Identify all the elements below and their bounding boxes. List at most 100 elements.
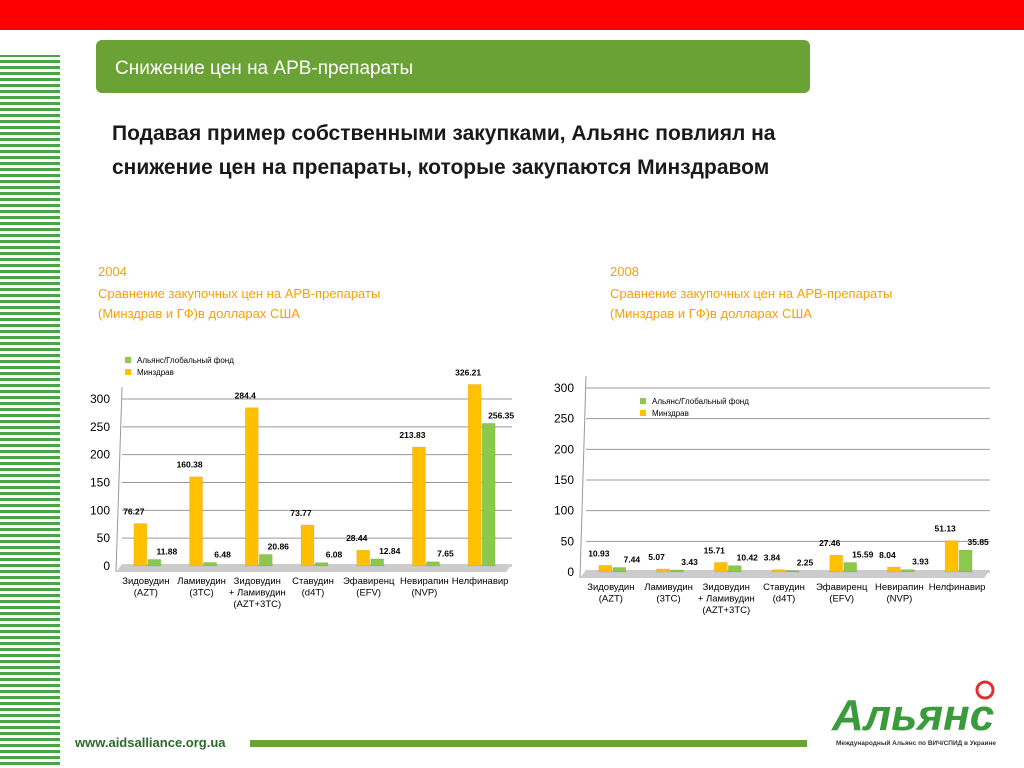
value-label: 73.77 xyxy=(290,508,312,518)
bar xyxy=(713,561,728,573)
y-tick-label: 300 xyxy=(554,381,574,395)
value-label: 213.83 xyxy=(399,430,425,440)
value-label: 10.93 xyxy=(588,548,610,558)
legend-swatch xyxy=(125,357,131,363)
bar xyxy=(771,569,786,573)
x-tick-label: Ставудин (d4T) xyxy=(763,582,805,604)
bar xyxy=(481,422,496,567)
bar xyxy=(598,564,613,573)
bar xyxy=(314,562,329,567)
legend-label: Минздрав xyxy=(652,409,689,418)
x-tick-label: Ламивудин (3TC) xyxy=(177,576,226,598)
logo-mark xyxy=(975,680,995,700)
legend-swatch xyxy=(640,410,646,416)
x-tick-label: Зидовудин (AZT) xyxy=(122,576,169,598)
bar xyxy=(411,446,426,567)
value-label: 3.93 xyxy=(912,557,929,567)
bar xyxy=(944,540,959,573)
x-tick-label: Зидовудин + Ламивудин (AZT+3TC) xyxy=(698,582,755,616)
value-label: 27.46 xyxy=(819,538,841,548)
value-label: 3.84 xyxy=(764,553,781,563)
y-tick-label: 100 xyxy=(554,504,574,518)
bar xyxy=(300,524,315,567)
value-label: 6.48 xyxy=(214,549,231,559)
value-label: 2.25 xyxy=(797,558,814,568)
legend-label: Альянс/Глобальный фонд xyxy=(137,356,234,365)
bar xyxy=(670,569,685,573)
bar xyxy=(147,558,162,567)
bar xyxy=(900,569,915,573)
footer-line xyxy=(250,740,807,747)
chart-year: 2008 xyxy=(610,264,639,279)
y-tick-label: 0 xyxy=(103,559,110,573)
value-label: 51.13 xyxy=(935,524,957,534)
bar xyxy=(467,383,482,567)
value-label: 12.84 xyxy=(379,546,401,556)
value-label: 326.21 xyxy=(455,367,481,377)
legend-swatch xyxy=(640,398,646,404)
x-tick-label: Невирапин (NVP) xyxy=(875,582,924,604)
value-label: 284.4 xyxy=(235,391,257,401)
headline: снижение цен на препараты, которые закуп… xyxy=(112,156,769,179)
y-tick-label: 300 xyxy=(90,392,110,406)
chart-title: (Минздрав и ГФ)в долларах США xyxy=(98,306,300,321)
bar xyxy=(356,549,371,567)
value-label: 10.42 xyxy=(737,553,759,563)
x-tick-label: Ламивудин (3TC) xyxy=(644,582,693,604)
value-label: 5.07 xyxy=(648,552,665,562)
value-label: 7.44 xyxy=(624,554,641,564)
value-label: 3.43 xyxy=(681,557,698,567)
x-tick-label: Эфавиренц (EFV) xyxy=(343,576,395,598)
y-tick-label: 200 xyxy=(554,442,574,456)
x-tick-label: Нелфинавир xyxy=(452,576,509,587)
y-tick-label: 50 xyxy=(97,531,111,545)
value-label: 256.35 xyxy=(488,410,514,420)
legend-swatch xyxy=(125,369,131,375)
headline: Подавая пример собственными закупками, А… xyxy=(112,122,776,145)
value-label: 76.27 xyxy=(123,507,145,517)
value-label: 20.86 xyxy=(268,541,290,551)
x-tick-label: Зидовудин + Ламивудин (AZT+3TC) xyxy=(229,576,286,610)
bar xyxy=(843,561,858,573)
value-label: 6.08 xyxy=(326,550,343,560)
value-label: 160.38 xyxy=(177,460,203,470)
legend-label: Альянс/Глобальный фонд xyxy=(652,397,749,406)
value-label: 15.59 xyxy=(852,549,874,559)
chart-year: 2004 xyxy=(98,264,127,279)
y-tick-label: 250 xyxy=(90,420,110,434)
x-tick-label: Зидовудин (AZT) xyxy=(587,582,634,604)
url: www.aidsalliance.org.ua xyxy=(74,735,226,750)
x-tick-label: Нелфинавир xyxy=(929,582,986,593)
x-tick-label: Невирапин (NVP) xyxy=(400,576,449,598)
value-label: 28.44 xyxy=(346,533,368,543)
chart-title: Сравнение закупочных цен на АРВ-препарат… xyxy=(98,286,380,301)
chart-title: (Минздрав и ГФ)в долларах США xyxy=(610,306,812,321)
value-label: 35.85 xyxy=(968,537,990,547)
bar xyxy=(829,554,844,573)
legend-label: Минздрав xyxy=(137,368,174,377)
logo: Альянс xyxy=(831,691,994,740)
top-band xyxy=(0,0,1024,30)
bar xyxy=(133,523,148,567)
bar xyxy=(727,565,742,573)
y-tick-label: 0 xyxy=(567,565,574,579)
value-label: 8.04 xyxy=(879,550,896,560)
y-tick-label: 150 xyxy=(90,476,110,490)
y-tick-label: 250 xyxy=(554,412,574,426)
bar xyxy=(612,566,627,573)
bar xyxy=(244,407,259,567)
logo-caption: Международный Альянс по ВИЧ/СПИД в Украи… xyxy=(836,739,996,747)
y-tick-label: 150 xyxy=(554,473,574,487)
chart-title: Сравнение закупочных цен на АРВ-препарат… xyxy=(610,286,892,301)
bar xyxy=(203,561,218,567)
x-tick-label: Эфавиренц (EFV) xyxy=(816,582,868,604)
y-tick-label: 50 xyxy=(561,534,575,548)
y-axis xyxy=(579,375,587,579)
y-axis xyxy=(115,386,123,573)
value-label: 15.71 xyxy=(704,545,726,555)
x-tick-label: Ставудин (d4T) xyxy=(292,576,334,598)
y-tick-label: 100 xyxy=(90,503,110,517)
bar xyxy=(886,566,901,573)
value-label: 11.88 xyxy=(156,546,177,556)
bar xyxy=(656,568,671,573)
